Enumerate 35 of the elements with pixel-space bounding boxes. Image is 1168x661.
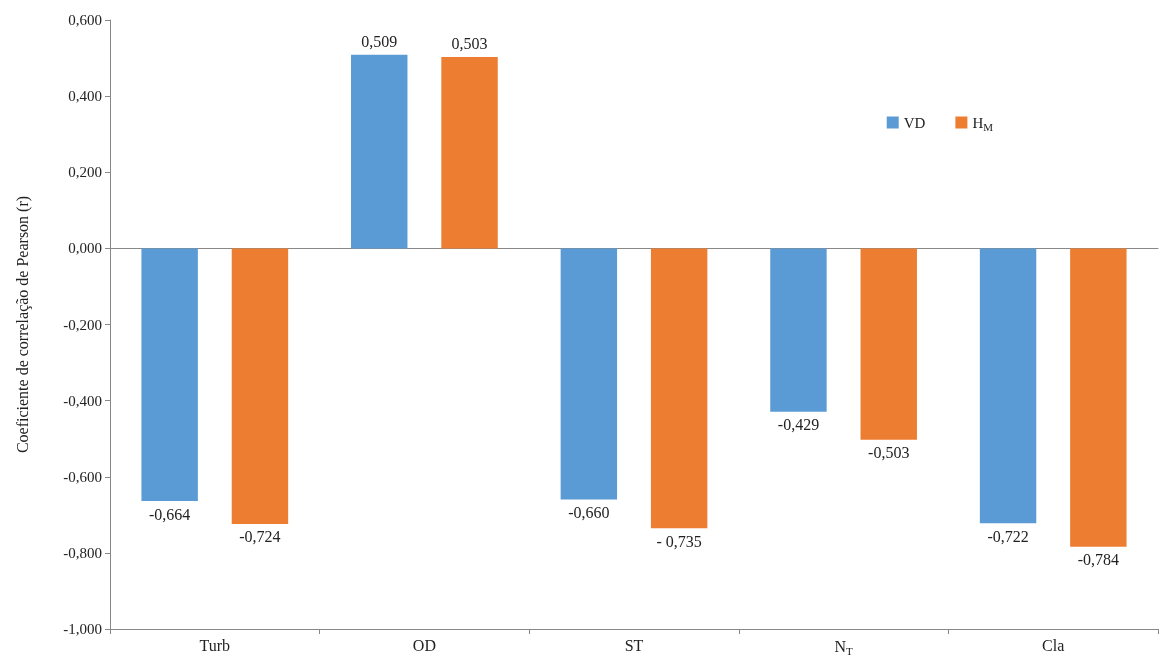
x-tick-label: ST — [624, 636, 644, 654]
data-label: -0,660 — [568, 504, 610, 522]
bar — [1070, 248, 1127, 547]
y-tick-label: -0,400 — [63, 392, 102, 409]
data-label: - 0,735 — [656, 532, 702, 550]
data-label: -0,722 — [987, 527, 1029, 545]
y-axis-title: Coeficiente de correlação de Pearson (r) — [13, 195, 32, 454]
data-label: -0,503 — [868, 444, 910, 462]
bar — [860, 248, 917, 440]
data-label: -0,429 — [777, 416, 820, 434]
y-tick-label: 0,200 — [68, 164, 102, 181]
bar — [441, 56, 498, 249]
y-tick-label: 0,400 — [68, 88, 102, 105]
bar — [650, 248, 708, 529]
x-tick-label: Turb — [199, 636, 231, 654]
y-tick-label: 0,000 — [68, 240, 102, 257]
bar — [979, 248, 1037, 524]
x-tick-label: OD — [412, 636, 436, 654]
y-tick-label: 0,600 — [68, 12, 102, 28]
data-label: 0,509 — [361, 33, 398, 51]
bar — [141, 248, 198, 502]
data-label: -0,784 — [1077, 551, 1120, 569]
y-tick-label: -0,600 — [63, 468, 102, 485]
legend-label: VD — [903, 114, 926, 131]
x-tick-label: Cla — [1042, 636, 1065, 654]
bar — [560, 248, 618, 500]
y-tick-label: -1,000 — [63, 621, 102, 637]
bar — [351, 54, 408, 249]
y-tick-label: -0,800 — [63, 544, 102, 561]
data-label: 0,503 — [451, 35, 488, 53]
y-tick-label: -0,200 — [63, 316, 102, 333]
data-label: -0,664 — [148, 505, 191, 523]
bar — [770, 248, 827, 412]
data-label: -0,724 — [239, 528, 281, 546]
bar — [231, 248, 289, 524]
